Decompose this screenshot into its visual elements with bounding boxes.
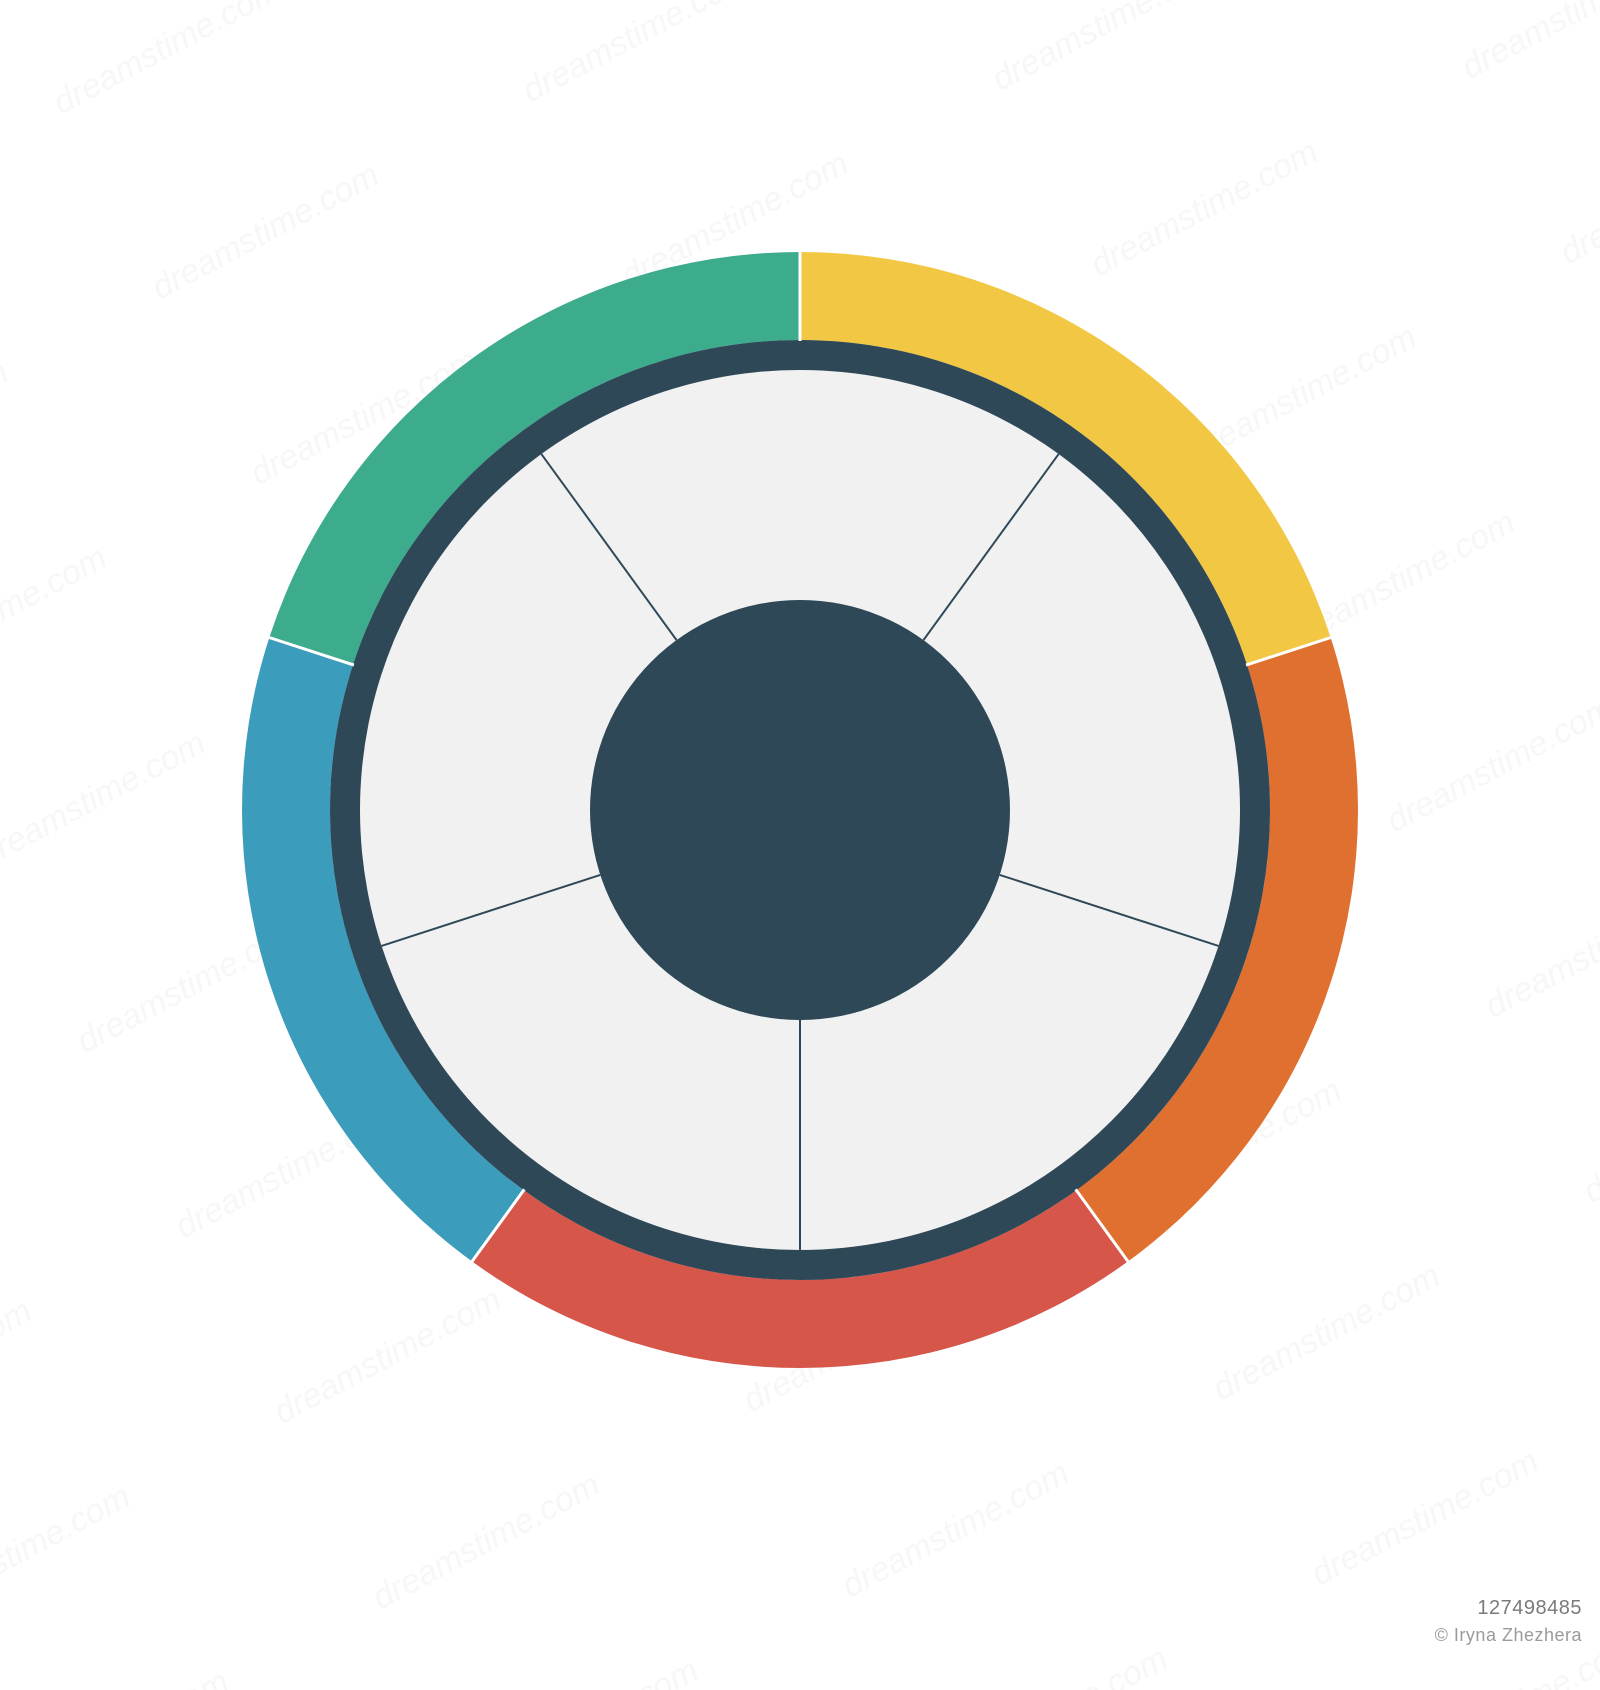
center-circle	[590, 600, 1010, 1020]
watermark-id: 127498485	[1477, 1597, 1582, 1620]
infographic-diagram: dreamstime.com	[0, 0, 1600, 1690]
watermark-author: © Iryna Zhezhera	[1435, 1625, 1582, 1646]
